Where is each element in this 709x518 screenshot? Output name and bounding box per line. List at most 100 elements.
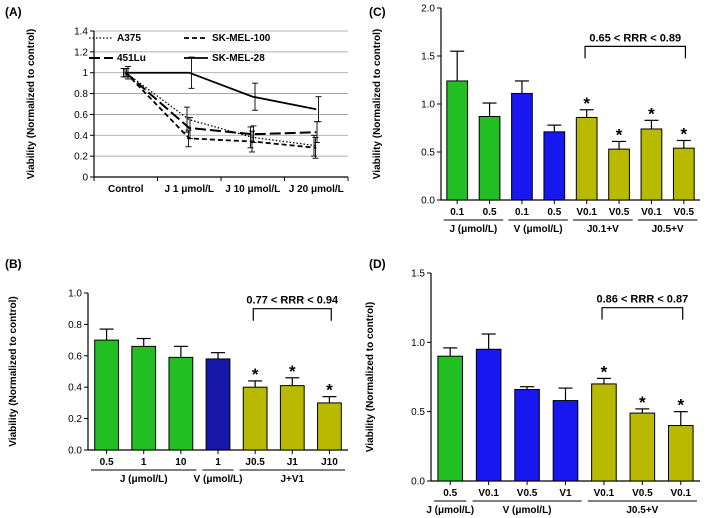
group-label: V (μmol/L) bbox=[503, 505, 552, 516]
x-tick-label: 1 bbox=[215, 457, 221, 468]
y-tick-label: 1.0 bbox=[421, 100, 435, 111]
y-tick-label: 0 bbox=[82, 173, 88, 184]
y-tick-label: 0.2 bbox=[74, 152, 88, 163]
x-tick-label: 10 bbox=[175, 457, 187, 468]
annotation-bracket bbox=[601, 307, 684, 320]
y-tick-label: 2.0 bbox=[421, 4, 435, 15]
y-tick-label: 0.5 bbox=[421, 148, 435, 159]
x-tick-label: J 10 μmol/L bbox=[225, 184, 280, 195]
significance-star: * bbox=[289, 362, 296, 381]
x-tick-label: 0.5 bbox=[100, 457, 114, 468]
significance-star: * bbox=[601, 362, 608, 381]
bar bbox=[672, 147, 695, 201]
bar bbox=[437, 355, 464, 482]
x-tick-label: V0.1 bbox=[670, 488, 691, 499]
bar bbox=[317, 402, 342, 451]
bar bbox=[629, 412, 656, 482]
bar bbox=[446, 80, 469, 201]
bar bbox=[608, 148, 630, 201]
group-label: J (μmol/L) bbox=[120, 474, 168, 485]
bar bbox=[475, 348, 502, 482]
group-label: J0.5+V bbox=[652, 224, 684, 235]
series-line-sk-mel-28 bbox=[125, 71, 317, 111]
bar bbox=[279, 385, 305, 451]
series-line-sk-mel-100 bbox=[125, 72, 317, 149]
bar bbox=[640, 128, 663, 201]
x-tick-label: 0.1 bbox=[515, 207, 529, 218]
bar bbox=[94, 339, 119, 451]
legend-label: 451Lu bbox=[117, 53, 146, 64]
significance-star: * bbox=[583, 94, 590, 113]
y-axis-label: Viability (Normalized to control) bbox=[365, 302, 376, 452]
y-tick-label: 1.4 bbox=[74, 27, 88, 38]
x-tick-label: 0.5 bbox=[547, 207, 561, 218]
y-tick-label: 0.0 bbox=[421, 196, 435, 207]
panel-label: (C) bbox=[369, 5, 386, 19]
annotation-label: 0.65 < RRR < 0.89 bbox=[589, 32, 681, 44]
panel-c-bar-chart: (C) 0.0 0.5 1.0 1.5 2.0 Viability (Normalized … bbox=[369, 4, 700, 235]
y-tick-label: 0.4 bbox=[74, 131, 88, 142]
bar bbox=[543, 131, 566, 201]
bar bbox=[575, 116, 598, 201]
x-tick-label: V0.1 bbox=[478, 488, 499, 499]
y-tick-label: 0.2 bbox=[68, 414, 82, 425]
x-tick-label: J 20 μmol/L bbox=[289, 184, 344, 195]
panel-label: (B) bbox=[5, 257, 22, 271]
bar bbox=[168, 356, 194, 451]
legend-label: SK-MEL-100 bbox=[212, 33, 271, 44]
y-tick-label: 0.6 bbox=[68, 351, 82, 362]
annotation-bracket bbox=[584, 45, 687, 59]
panel-d-bar-chart: (D) 0.0 0.5 1.0 1.5 Viability (Normalized to … bbox=[365, 257, 700, 516]
y-tick-label: 0.8 bbox=[68, 320, 82, 331]
y-axis-label: Viability (Normalized to control) bbox=[8, 296, 19, 446]
annotation-label: 0.77 < RRR < 0.94 bbox=[246, 295, 339, 307]
x-tick-label: J0.5 bbox=[245, 457, 265, 468]
significance-star: * bbox=[681, 124, 688, 143]
panel-a-line-chart: (A) 0 0.2 0.4 0.6 0.8 1 1.2 1.4 Viability (Normal… bbox=[5, 5, 349, 195]
bar bbox=[511, 92, 533, 201]
y-tick-label: 0.8 bbox=[74, 89, 88, 100]
y-tick-label: 0.0 bbox=[68, 446, 82, 457]
x-tick-label: J10 bbox=[321, 457, 338, 468]
bar bbox=[242, 386, 268, 451]
group-label: J0.5+V bbox=[626, 505, 658, 516]
group-label: J (μmol/L) bbox=[426, 505, 474, 516]
x-tick-label: 0.1 bbox=[450, 207, 464, 218]
group-label: J+V1 bbox=[280, 474, 304, 485]
y-tick-label: 1.0 bbox=[411, 338, 425, 349]
group-label: J (μmol/L) bbox=[449, 224, 497, 235]
bar bbox=[667, 425, 694, 482]
x-tick-label: 0.5 bbox=[483, 207, 497, 218]
bar bbox=[591, 383, 617, 482]
y-tick-label: 0.6 bbox=[74, 110, 88, 121]
legend-label: SK-MEL-28 bbox=[212, 53, 265, 64]
y-tick-label: 0.4 bbox=[68, 383, 82, 394]
x-tick-label: V0.5 bbox=[674, 207, 695, 218]
legend-label: A375 bbox=[117, 33, 141, 44]
bar bbox=[205, 358, 231, 451]
x-tick-label: V0.5 bbox=[609, 207, 630, 218]
bar bbox=[552, 400, 579, 482]
x-tick-label: J 1 μmol/L bbox=[165, 184, 214, 195]
y-tick-label: 1.5 bbox=[411, 269, 425, 280]
x-tick-label: 1 bbox=[141, 457, 147, 468]
x-tick-label: V0.1 bbox=[594, 488, 615, 499]
x-tick-label: Control bbox=[108, 184, 144, 195]
x-tick-label: V0.5 bbox=[632, 488, 653, 499]
y-tick-label: 1.0 bbox=[68, 289, 82, 300]
group-label: V (μmol/L) bbox=[514, 224, 563, 235]
annotation-bracket bbox=[252, 308, 332, 321]
x-tick-label: V0.5 bbox=[517, 488, 538, 499]
y-tick-label: 0.5 bbox=[411, 407, 425, 418]
significance-star: * bbox=[648, 104, 655, 123]
group-label: V (μmol/L) bbox=[194, 474, 243, 485]
significance-star: * bbox=[639, 393, 646, 412]
significance-star: * bbox=[252, 365, 259, 384]
y-tick-label: 0.0 bbox=[411, 477, 425, 488]
y-tick-label: 1.5 bbox=[421, 52, 435, 63]
bar bbox=[131, 345, 157, 451]
bar bbox=[478, 115, 501, 201]
significance-star: * bbox=[326, 381, 333, 400]
significance-star: * bbox=[677, 396, 684, 415]
x-tick-label: V0.1 bbox=[641, 207, 662, 218]
